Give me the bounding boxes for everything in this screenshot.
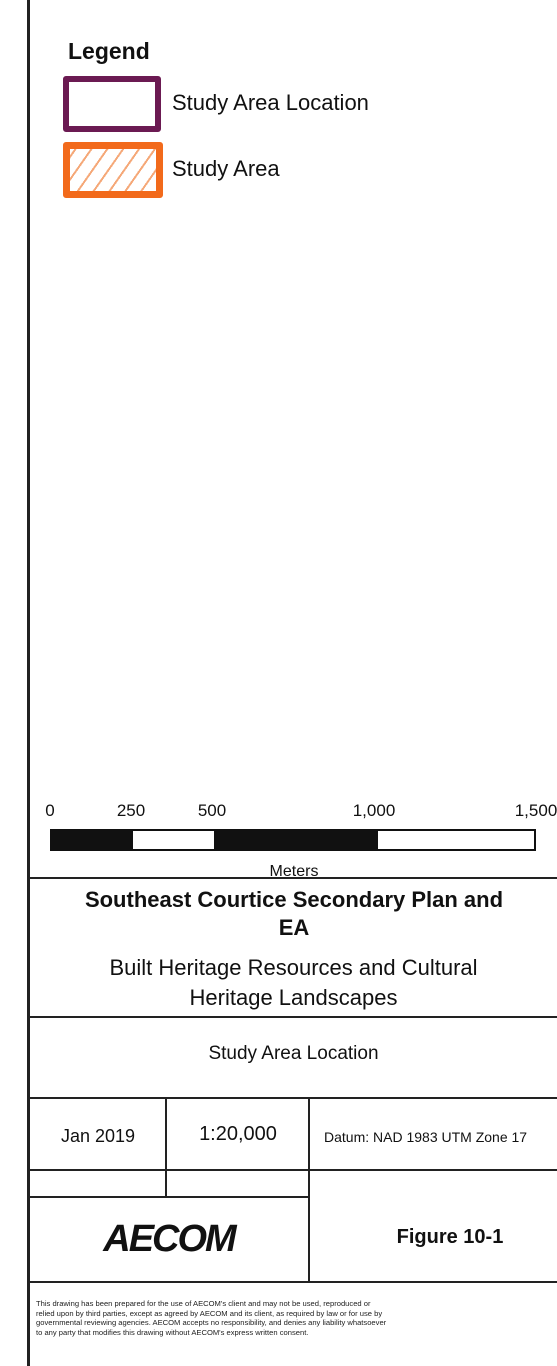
- title-block-divider: [30, 1169, 557, 1171]
- study-area-swatch: [63, 142, 163, 198]
- map-title-line2: EA: [278, 915, 310, 940]
- title-block-divider: [30, 1097, 557, 1099]
- map-subtitle-line1: Built Heritage Resources and Cultural: [109, 955, 478, 980]
- figure-number: Figure 10-1: [396, 1226, 504, 1248]
- map-title-line1: Southeast Courtice Secondary Plan and: [84, 887, 504, 912]
- scale-tick-label: 250: [116, 801, 146, 820]
- title-block-top-border: [30, 877, 557, 879]
- scale-bar-segment: [52, 831, 133, 849]
- title-block-divider: [30, 1281, 557, 1283]
- aecom-logo: AECOM: [103, 1218, 236, 1260]
- map-subtitle-line2: Heritage Landscapes: [189, 985, 398, 1010]
- legend-label-study-area-location: Study Area Location: [172, 90, 369, 115]
- map-date: Jan 2019: [60, 1126, 136, 1146]
- title-block-cell-divider: [308, 1097, 310, 1282]
- disclaimer-text: This drawing has been prepared for the u…: [36, 1299, 387, 1337]
- map-frame-left-border: [27, 0, 30, 1366]
- scale-bar: [50, 829, 536, 851]
- map-title: Southeast Courtice Secondary Plan and EA: [0, 886, 557, 942]
- scale-bar-segment: [214, 831, 378, 849]
- title-block-divider: [30, 1196, 308, 1198]
- legend-title: Legend: [68, 38, 150, 64]
- map-datum: Datum: NAD 1983 UTM Zone 17: [324, 1129, 528, 1145]
- study-area-location-swatch: [63, 76, 161, 132]
- map-scale: 1:20,000: [199, 1123, 277, 1145]
- scale-tick-label: 0: [45, 801, 55, 820]
- scale-tick-label: 500: [197, 801, 227, 820]
- scale-tick-label: 1,500: [514, 801, 557, 820]
- title-block-divider: [30, 1016, 557, 1018]
- title-block-cell-divider: [165, 1097, 167, 1197]
- map-name: Study Area Location: [208, 1043, 379, 1064]
- scale-tick-label: 1,000: [352, 801, 396, 820]
- scale-unit-label: Meters: [269, 863, 319, 880]
- map-subtitle: Built Heritage Resources and Cultural He…: [30, 953, 557, 1013]
- legend-label-study-area: Study Area: [172, 156, 280, 181]
